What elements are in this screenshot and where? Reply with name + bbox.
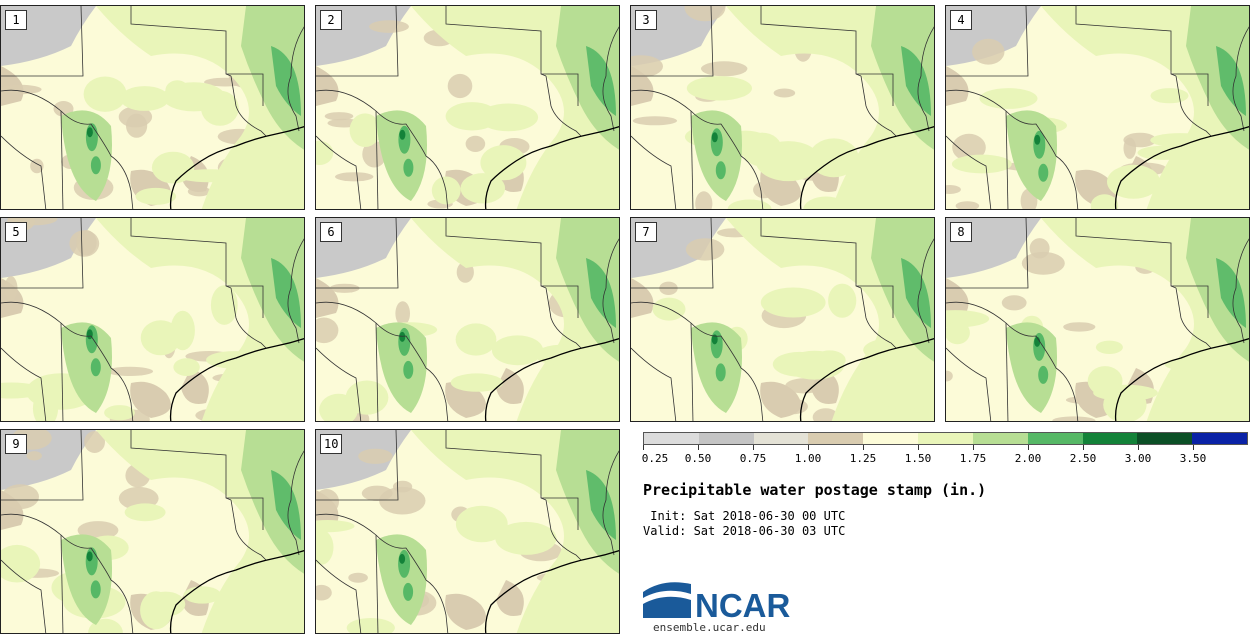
member-label: 10 <box>320 434 343 454</box>
colorbar-tick-label: 2.00 <box>1014 452 1042 465</box>
colorbar-tick-label: 0.50 <box>684 452 712 465</box>
member-label: 3 <box>635 10 657 30</box>
member-label: 7 <box>635 222 657 242</box>
member-panel-9: 9 <box>0 429 305 634</box>
colorbar <box>643 432 1248 445</box>
member-label: 8 <box>950 222 972 242</box>
precip-water-map <box>316 430 619 633</box>
colorbar-segment <box>972 433 1028 444</box>
colorbar-segment <box>1027 433 1083 444</box>
colorbar-tick <box>1138 445 1139 450</box>
colorbar-segment <box>644 433 699 444</box>
colorbar-tick <box>1083 445 1084 450</box>
colorbar-tick <box>753 445 754 450</box>
colorbar-segment <box>1137 433 1193 444</box>
colorbar-segment <box>918 433 973 444</box>
colorbar-tick-label: 3.50 <box>1179 452 1207 465</box>
member-label: 6 <box>320 222 342 242</box>
member-panel-7: 7 <box>630 217 935 422</box>
precip-water-map <box>1 6 304 209</box>
member-panel-2: 2 <box>315 5 620 210</box>
colorbar-segment <box>808 433 864 444</box>
colorbar-tick <box>863 445 864 450</box>
precip-water-map <box>631 6 934 209</box>
colorbar-tick-label: 1.25 <box>849 452 877 465</box>
colorbar-tick-label: 1.75 <box>959 452 987 465</box>
colorbar-tick <box>918 445 919 450</box>
colorbar-tick-label: 1.50 <box>904 452 932 465</box>
ncar-logo: NCAR <box>643 582 790 622</box>
product-title: Precipitable water postage stamp (in.) <box>643 481 987 499</box>
member-panel-6: 6 <box>315 217 620 422</box>
colorbar-tick <box>808 445 809 450</box>
colorbar-tick <box>698 445 699 450</box>
member-label: 9 <box>5 434 27 454</box>
colorbar-ticks: 0.25 0.50 0.75 1.00 1.25 1.50 1.75 2.00 2.50 3.00… <box>641 445 1248 467</box>
precip-water-map <box>316 218 619 421</box>
colorbar-tick <box>1193 445 1194 450</box>
member-panel-1: 1 <box>0 5 305 210</box>
init-time: Init: Sat 2018-06-30 00 UTC <box>650 509 846 523</box>
member-panel-10: 10 <box>315 429 620 634</box>
colorbar-tick-label: 2.50 <box>1069 452 1097 465</box>
precip-water-map <box>1 218 304 421</box>
member-panel-8: 8 <box>945 217 1250 422</box>
colorbar-segment <box>1192 433 1247 444</box>
member-label: 1 <box>5 10 27 30</box>
colorbar-segment <box>863 433 919 444</box>
colorbar-tick-label: 0.75 <box>739 452 767 465</box>
colorbar-segment <box>753 433 809 444</box>
colorbar-tick-label: 0.25 <box>641 452 669 465</box>
member-label: 2 <box>320 10 342 30</box>
colorbar-tick-label: 3.00 <box>1124 452 1152 465</box>
valid-time: Valid: Sat 2018-06-30 03 UTC <box>643 524 846 538</box>
colorbar-tick <box>1028 445 1029 450</box>
member-panel-5: 5 <box>0 217 305 422</box>
precip-water-map <box>946 218 1249 421</box>
member-label: 5 <box>5 222 27 242</box>
ncar-logo-text: NCAR <box>695 587 790 622</box>
colorbar-segment <box>698 433 754 444</box>
colorbar-tick <box>643 445 644 450</box>
precip-water-map <box>316 6 619 209</box>
member-label: 4 <box>950 10 972 30</box>
member-panel-3: 3 <box>630 5 935 210</box>
colorbar-segment <box>1082 433 1138 444</box>
colorbar-tick-label: 1.00 <box>794 452 822 465</box>
precip-water-map <box>631 218 934 421</box>
precip-water-map <box>1 430 304 633</box>
precip-water-map <box>946 6 1249 209</box>
colorbar-tick <box>973 445 974 450</box>
site-url: ensemble.ucar.edu <box>653 621 766 634</box>
member-panel-4: 4 <box>945 5 1250 210</box>
